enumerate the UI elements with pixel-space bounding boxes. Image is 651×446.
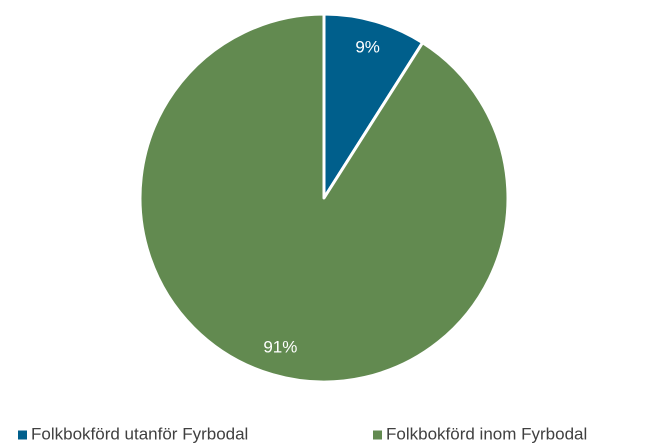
pie-slice — [138, 12, 510, 384]
legend-label: Folkbokförd utanför Fyrbodal — [31, 424, 248, 443]
legend-swatch — [18, 430, 27, 440]
pie-slice — [322, 12, 425, 200]
legend-label: Folkbokförd inom Fyrbodal — [386, 424, 587, 443]
slice-label: 9% — [355, 37, 380, 56]
slice-label: 91% — [263, 338, 297, 357]
legend-swatch — [373, 430, 382, 440]
